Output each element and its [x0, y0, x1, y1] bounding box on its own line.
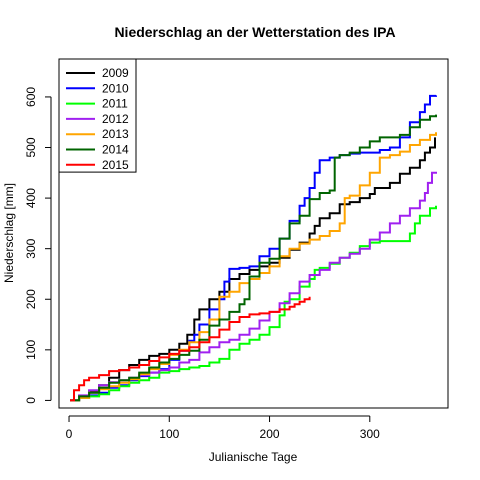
y-tick-label: 0	[24, 397, 38, 404]
y-tick-label: 600	[24, 87, 38, 107]
legend-label: 2010	[102, 81, 129, 95]
y-axis-label: Niederschlag [mm]	[2, 183, 16, 283]
x-tick-label: 100	[159, 427, 179, 441]
chart-title: Niederschlag an der Wetterstation des IP…	[114, 24, 395, 40]
x-tick-label: 200	[260, 427, 280, 441]
y-tick-label: 100	[24, 340, 38, 360]
series-line-2012	[70, 171, 437, 402]
series-line-2009	[70, 137, 436, 402]
y-tick-label: 200	[24, 289, 38, 309]
series-lines	[70, 94, 437, 402]
plot-area-border	[58, 58, 449, 409]
x-axis-label: Julianische Tage	[209, 450, 298, 464]
legend-box	[58, 58, 137, 173]
series-line-2014	[70, 114, 437, 402]
legend-label: 2009	[102, 66, 129, 80]
axes: 0 100 200 300 0 100 200 300 400 500 600	[24, 87, 380, 441]
legend-label: 2015	[102, 158, 129, 172]
x-tick-label: 300	[360, 427, 380, 441]
legend-label: 2011	[102, 97, 128, 111]
y-tick-label: 300	[24, 238, 38, 258]
y-tick-label: 500	[24, 137, 38, 157]
x-tick-label: 0	[66, 427, 73, 441]
legend-label: 2012	[102, 112, 129, 126]
y-tick-label: 400	[24, 188, 38, 208]
legend-label: 2013	[102, 127, 129, 141]
series-line-2011	[70, 205, 437, 402]
series-line-2015	[70, 296, 311, 402]
legend-label: 2014	[102, 143, 129, 157]
